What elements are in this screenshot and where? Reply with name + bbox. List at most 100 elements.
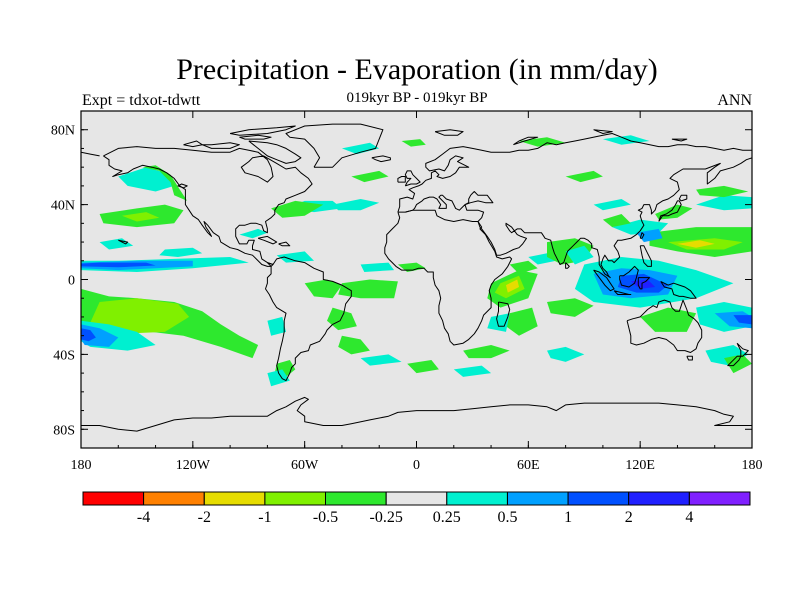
field-region-siberia-green [565, 170, 603, 183]
axis-ticks: 80N 40N 0 40S 80S 180 120W 60W 0 60E 120E 180 [51, 110, 763, 473]
lat-tick-label: 0 [68, 274, 75, 289]
colorbar-swatch [628, 491, 690, 506]
lat-tick-label: 80S [53, 423, 75, 438]
coastline-21 [565, 262, 570, 269]
coastline-8 [727, 342, 749, 367]
coastline-6 [626, 299, 703, 353]
lon-tick-label: 180 [742, 458, 763, 473]
colorbar-label: 2 [625, 509, 633, 526]
field-region-australia-green [640, 307, 697, 332]
chart-subtitle: 019kyr BP - 019kyr BP [346, 90, 488, 106]
coastline-10 [678, 194, 688, 202]
field-region-itcz-pacific-darkblue [81, 262, 156, 268]
colorbar-label: 0.5 [498, 509, 518, 526]
lon-tick-label: 120E [625, 458, 655, 473]
field-region-indian-south-green [547, 298, 594, 317]
field-region-s-atlantic-green2 [338, 335, 370, 355]
colorbar-label: -1 [258, 509, 271, 526]
lon-tick-label: 180 [71, 458, 92, 473]
coastline-22 [639, 232, 645, 239]
coastline-23 [257, 235, 278, 245]
colorbar-swatch [507, 491, 569, 506]
field-region-e-africa-yellow [506, 279, 519, 293]
coastline-11 [404, 170, 421, 187]
chart-title: Precipitation - Evaporation (in mm/day) [176, 53, 658, 86]
field-region-north-pacific-lightgreen [122, 212, 160, 222]
coastline-7 [686, 355, 693, 361]
colorbar-label: 0.25 [433, 509, 461, 526]
colorbar-swatch [688, 491, 751, 506]
coastline-34 [593, 129, 613, 134]
field-region-n-pacific-cyan [696, 195, 752, 211]
field-region-s-indian-cyan [487, 313, 510, 332]
lon-tick-label: 120W [176, 458, 211, 473]
field-region-gulf-cyan [239, 228, 268, 239]
field-region-sw-pacific-blue [81, 324, 119, 347]
coastline-24 [278, 241, 291, 247]
field-region-greenland-sea-cyan [341, 142, 380, 155]
coastline-12 [397, 176, 406, 183]
lon-tick-label: 60E [517, 458, 540, 473]
lon-tick-label: 60W [291, 458, 319, 473]
field-region-indian-ocean-green [509, 260, 538, 274]
colorbar-swatch [203, 491, 266, 506]
field-region-atlantic-mid-cyan [332, 199, 380, 211]
field-region-trop-atlantic-cyan [360, 262, 395, 272]
field-region-trop-atlantic-green [338, 279, 398, 299]
field-region-barents-green [401, 139, 426, 147]
field-region-w-pacific-yellow [677, 240, 715, 248]
coastline-37 [81, 151, 100, 157]
coastline-5 [405, 157, 752, 279]
coastline-27 [248, 140, 302, 164]
lat-tick-label: 40S [53, 348, 75, 363]
field-region-caribbean-cyan [276, 251, 314, 263]
field-region-amazon-green [304, 279, 342, 299]
coastline-4 [397, 133, 752, 213]
colorbar: -4 -2 -1 -0.5 -0.25 0.25 0.5 1 2 4 [82, 491, 751, 526]
field-region-siberia-cyan [593, 199, 631, 211]
season-label: ANN [717, 92, 752, 109]
lon-tick-label: 0 [413, 458, 420, 473]
field-region-n-pacific-green [696, 185, 749, 198]
field-region-central-pacific-cyan [159, 247, 203, 257]
field-layer [81, 135, 752, 387]
colorbar-label: 1 [564, 509, 572, 526]
coastline-9 [658, 200, 682, 222]
field-region-north-atlantic-green [351, 170, 389, 183]
coastline-15 [613, 290, 632, 295]
field-region-south-ocean-green [407, 360, 439, 374]
coastline-36 [118, 239, 129, 245]
field-region-e-australia-darkblue [733, 315, 752, 325]
coastline-25 [177, 183, 188, 189]
field-region-nw-pacific-blue [636, 228, 663, 243]
experiment-label: Expt = tdxot-tdwtt [82, 92, 201, 109]
coastline-35 [671, 138, 688, 142]
colorbar-swatch [446, 491, 508, 506]
field-region-nz-green [724, 354, 752, 374]
coastline-0 [103, 146, 313, 267]
field-region-s-africa-green [506, 307, 538, 336]
coastline-1 [285, 123, 384, 168]
colorbar-label: -4 [137, 509, 150, 526]
colorbar-label: 4 [685, 509, 693, 526]
field-region-indonesia-indigo [630, 279, 656, 289]
colorbar-swatch [264, 491, 326, 506]
coastline-30 [239, 134, 272, 140]
field-region-atlantic-north-green [271, 200, 324, 218]
field-region-patagonia-cyan [267, 369, 290, 387]
colorbar-swatch [143, 491, 205, 506]
coastline-32 [434, 129, 464, 136]
field-region-s-indian-green [463, 345, 510, 359]
field-region-andes-cyan [267, 316, 286, 336]
colorbar-swatch [385, 491, 448, 506]
coastline-17 [637, 277, 650, 290]
coastline-14 [593, 269, 615, 292]
coastline-16 [619, 265, 639, 288]
field-region-s-indian-cyan2 [547, 346, 585, 362]
field-region-china-green [602, 214, 631, 228]
field-region-trop-pacific-south-lightgreen [90, 298, 190, 334]
colorbar-label: -2 [198, 509, 211, 526]
field-region-s-atlantic-green [327, 307, 357, 331]
coastline-18 [660, 280, 697, 299]
